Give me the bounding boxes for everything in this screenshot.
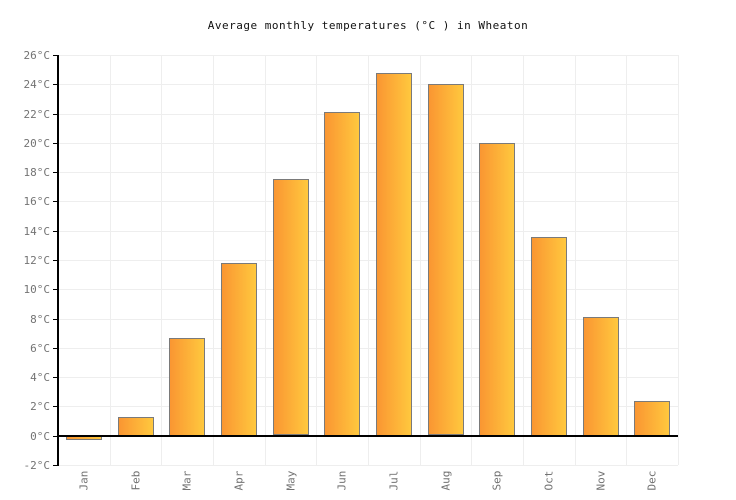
y-tick-label: 22°C	[23, 108, 51, 121]
y-tick-mark	[53, 172, 58, 173]
x-tick-label-text: Feb	[129, 470, 143, 490]
y-tick-label: 26°C	[23, 49, 51, 62]
x-tick-label-feb: Feb	[116, 460, 156, 500]
x-tick-label-text: Jan	[77, 470, 91, 490]
x-tick-label-jun: Jun	[322, 460, 362, 500]
horizontal-gridline	[58, 201, 678, 202]
x-tick-label-jul: Jul	[374, 460, 414, 500]
y-tick-mark	[53, 348, 58, 349]
bar-mar[interactable]	[169, 338, 205, 436]
y-tick-label: 12°C	[23, 254, 51, 267]
y-tick-mark	[53, 55, 58, 56]
y-tick-label: 10°C	[23, 283, 51, 296]
bar-oct[interactable]	[531, 237, 567, 436]
y-tick-mark	[53, 319, 58, 320]
x-tick-label-text: Aug	[439, 470, 453, 490]
x-tick-label-text: Nov	[594, 470, 608, 490]
horizontal-gridline	[58, 143, 678, 144]
y-tick-mark	[53, 289, 58, 290]
x-tick-label-mar: Mar	[167, 460, 207, 500]
bar-jun[interactable]	[324, 112, 360, 436]
horizontal-gridline	[58, 260, 678, 261]
plot-area	[58, 55, 679, 466]
x-tick-label-jan: Jan	[64, 460, 104, 500]
y-tick-mark	[53, 260, 58, 261]
y-tick-mark	[53, 406, 58, 407]
y-tick-label: 18°C	[23, 166, 51, 179]
y-tick-label: 6°C	[30, 342, 50, 355]
y-tick-label: 24°C	[23, 78, 51, 91]
horizontal-gridline	[58, 289, 678, 290]
y-tick-mark	[53, 231, 58, 232]
x-tick-label-text: Jun	[335, 470, 349, 490]
horizontal-gridline	[58, 377, 678, 378]
x-tick-label-oct: Oct	[529, 460, 569, 500]
bar-sep[interactable]	[479, 143, 515, 436]
y-tick-mark	[53, 114, 58, 115]
x-tick-label-text: May	[284, 470, 298, 490]
x-tick-label-text: Mar	[180, 470, 194, 490]
x-tick-label-may: May	[271, 460, 311, 500]
x-tick-label-apr: Apr	[219, 460, 259, 500]
y-tick-label: 2°C	[30, 400, 50, 413]
horizontal-gridline	[58, 55, 678, 56]
horizontal-gridline	[58, 465, 678, 466]
horizontal-gridline	[58, 406, 678, 407]
horizontal-gridline	[58, 231, 678, 232]
vertical-gridline	[678, 55, 679, 465]
x-tick-label-aug: Aug	[426, 460, 466, 500]
x-tick-label-sep: Sep	[477, 460, 517, 500]
bar-apr[interactable]	[221, 263, 257, 436]
x-tick-label-nov: Nov	[581, 460, 621, 500]
x-tick-label-text: Sep	[490, 470, 504, 490]
y-tick-label: 0°C	[30, 430, 50, 443]
y-tick-label: 4°C	[30, 371, 50, 384]
x-tick-label-text: Oct	[542, 470, 556, 490]
bar-aug[interactable]	[428, 84, 464, 435]
bar-may[interactable]	[273, 179, 309, 435]
x-tick-label-dec: Dec	[632, 460, 672, 500]
bar-feb[interactable]	[118, 417, 154, 436]
y-axis-line	[57, 55, 59, 466]
bar-dec[interactable]	[634, 401, 670, 436]
horizontal-gridline	[58, 348, 678, 349]
y-tick-label: 8°C	[30, 313, 50, 326]
y-tick-mark	[53, 84, 58, 85]
y-tick-label: 14°C	[23, 225, 51, 238]
y-tick-mark	[53, 436, 58, 437]
y-tick-label: -2°C	[23, 459, 51, 472]
x-tick-label-text: Dec	[645, 470, 659, 490]
zero-axis-line	[58, 435, 678, 437]
horizontal-gridline	[58, 114, 678, 115]
horizontal-gridline	[58, 319, 678, 320]
y-tick-mark	[53, 143, 58, 144]
horizontal-gridline	[58, 84, 678, 85]
bar-jul[interactable]	[376, 73, 412, 436]
y-tick-mark	[53, 377, 58, 378]
y-tick-label: 16°C	[23, 195, 51, 208]
x-tick-label-text: Jul	[387, 470, 401, 490]
x-tick-label-text: Apr	[232, 470, 246, 490]
y-tick-mark	[53, 201, 58, 202]
y-tick-label: 20°C	[23, 137, 51, 150]
bar-nov[interactable]	[583, 317, 619, 436]
y-tick-mark	[53, 465, 58, 466]
horizontal-gridline	[58, 172, 678, 173]
chart-title: Average monthly temperatures (°C ) in Wh…	[207, 19, 529, 32]
